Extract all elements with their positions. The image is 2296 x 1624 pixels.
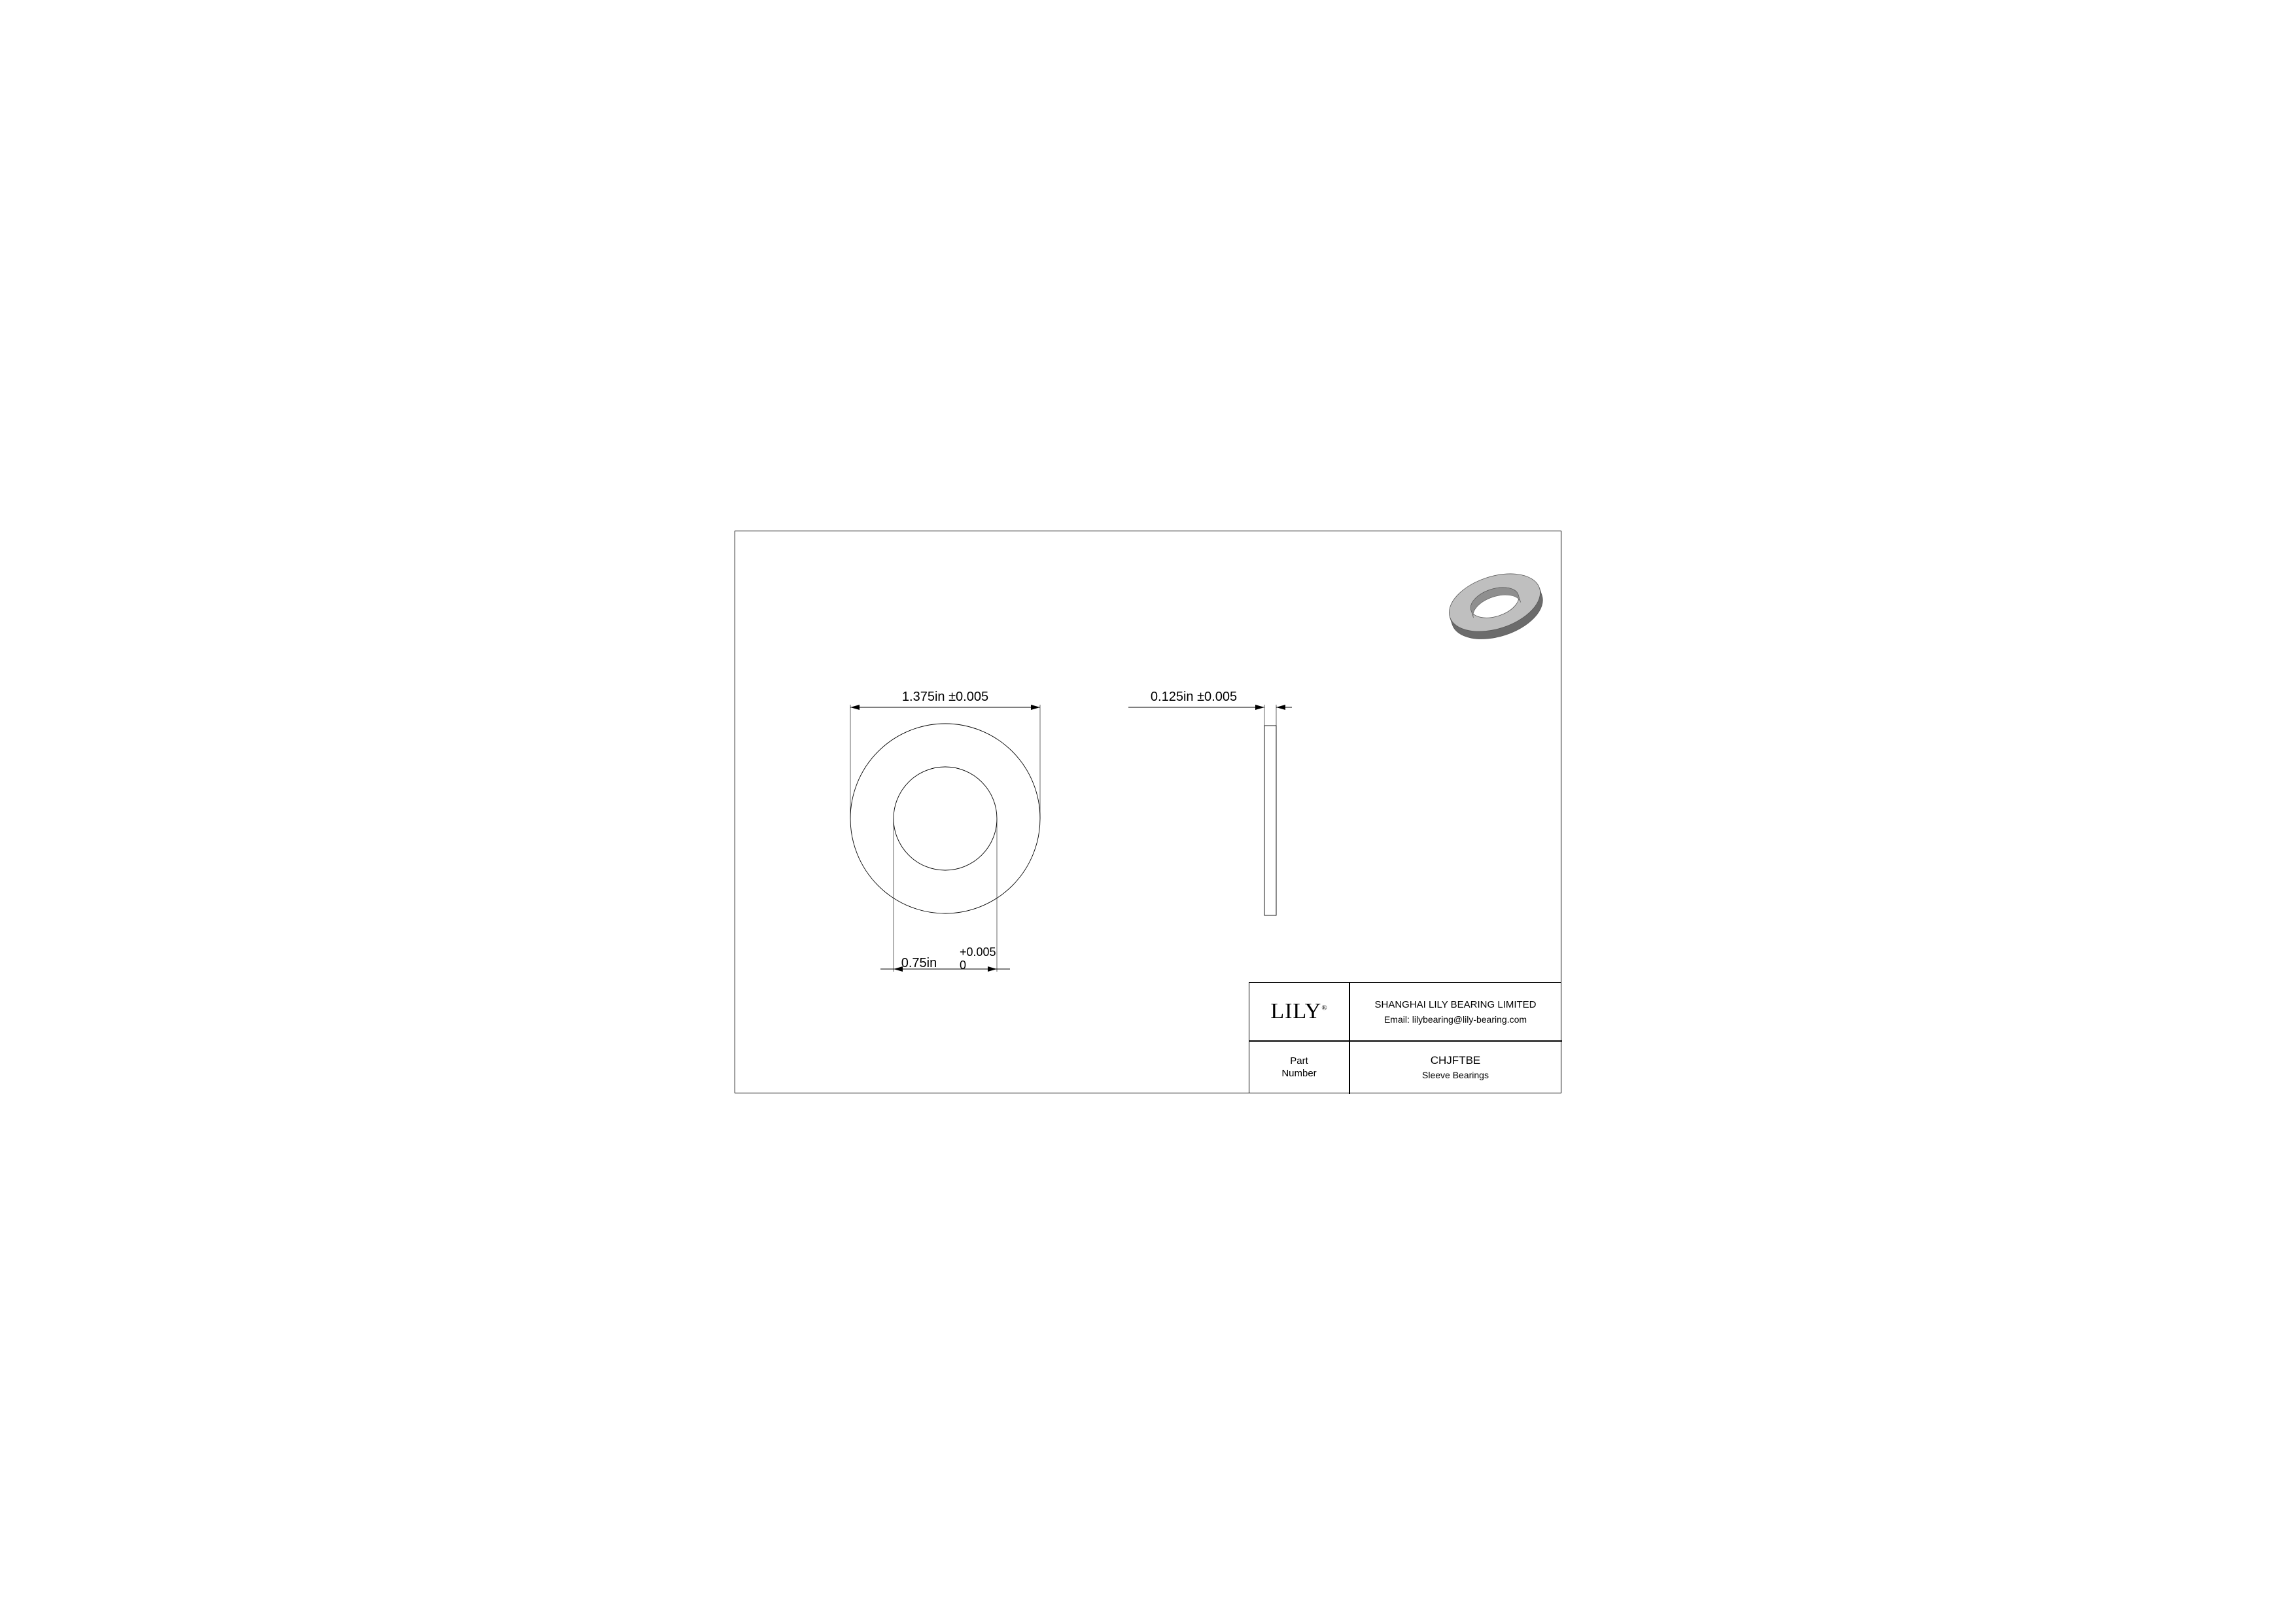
front-outer-circle [850, 724, 1040, 913]
part-number-cell: CHJFTBE Sleeve Bearings [1349, 1040, 1562, 1094]
dim-thickness: 0.125in ±0.005 [1151, 690, 1237, 704]
iso-view [1442, 563, 1550, 650]
dim-outer-dia: 1.375in ±0.005 [902, 690, 988, 704]
company-name: SHANGHAI LILY BEARING LIMITED [1374, 999, 1536, 1010]
dim-inner-dia-tol-upper: +0.005 [960, 945, 996, 959]
title-block: LILY® SHANGHAI LILY BEARING LIMITED Emai… [1249, 982, 1561, 1093]
dim-inner-dia-tol-lower: 0 [960, 959, 966, 972]
side-view-rect [1264, 726, 1276, 915]
company-email: Email: lilybearing@lily-bearing.com [1384, 1014, 1527, 1025]
logo-text: LILY [1270, 999, 1321, 1023]
part-label-cell: Part Number [1249, 1040, 1349, 1094]
logo-registered: ® [1321, 1004, 1327, 1012]
part-description: Sleeve Bearings [1422, 1070, 1489, 1080]
logo-cell: LILY® [1249, 983, 1349, 1040]
dim-inner-dia-value: 0.75in [901, 956, 937, 970]
drawing-sheet: 1.375in ±0.005 0.75in +0.0050 0.125in ±0.00… [723, 511, 1573, 1113]
front-inner-circle [894, 767, 997, 870]
part-label-line2: Number [1281, 1067, 1316, 1080]
part-label-line1: Part [1290, 1055, 1308, 1068]
part-number: CHJFTBE [1431, 1054, 1481, 1067]
company-cell: SHANGHAI LILY BEARING LIMITED Email: lil… [1349, 983, 1562, 1040]
